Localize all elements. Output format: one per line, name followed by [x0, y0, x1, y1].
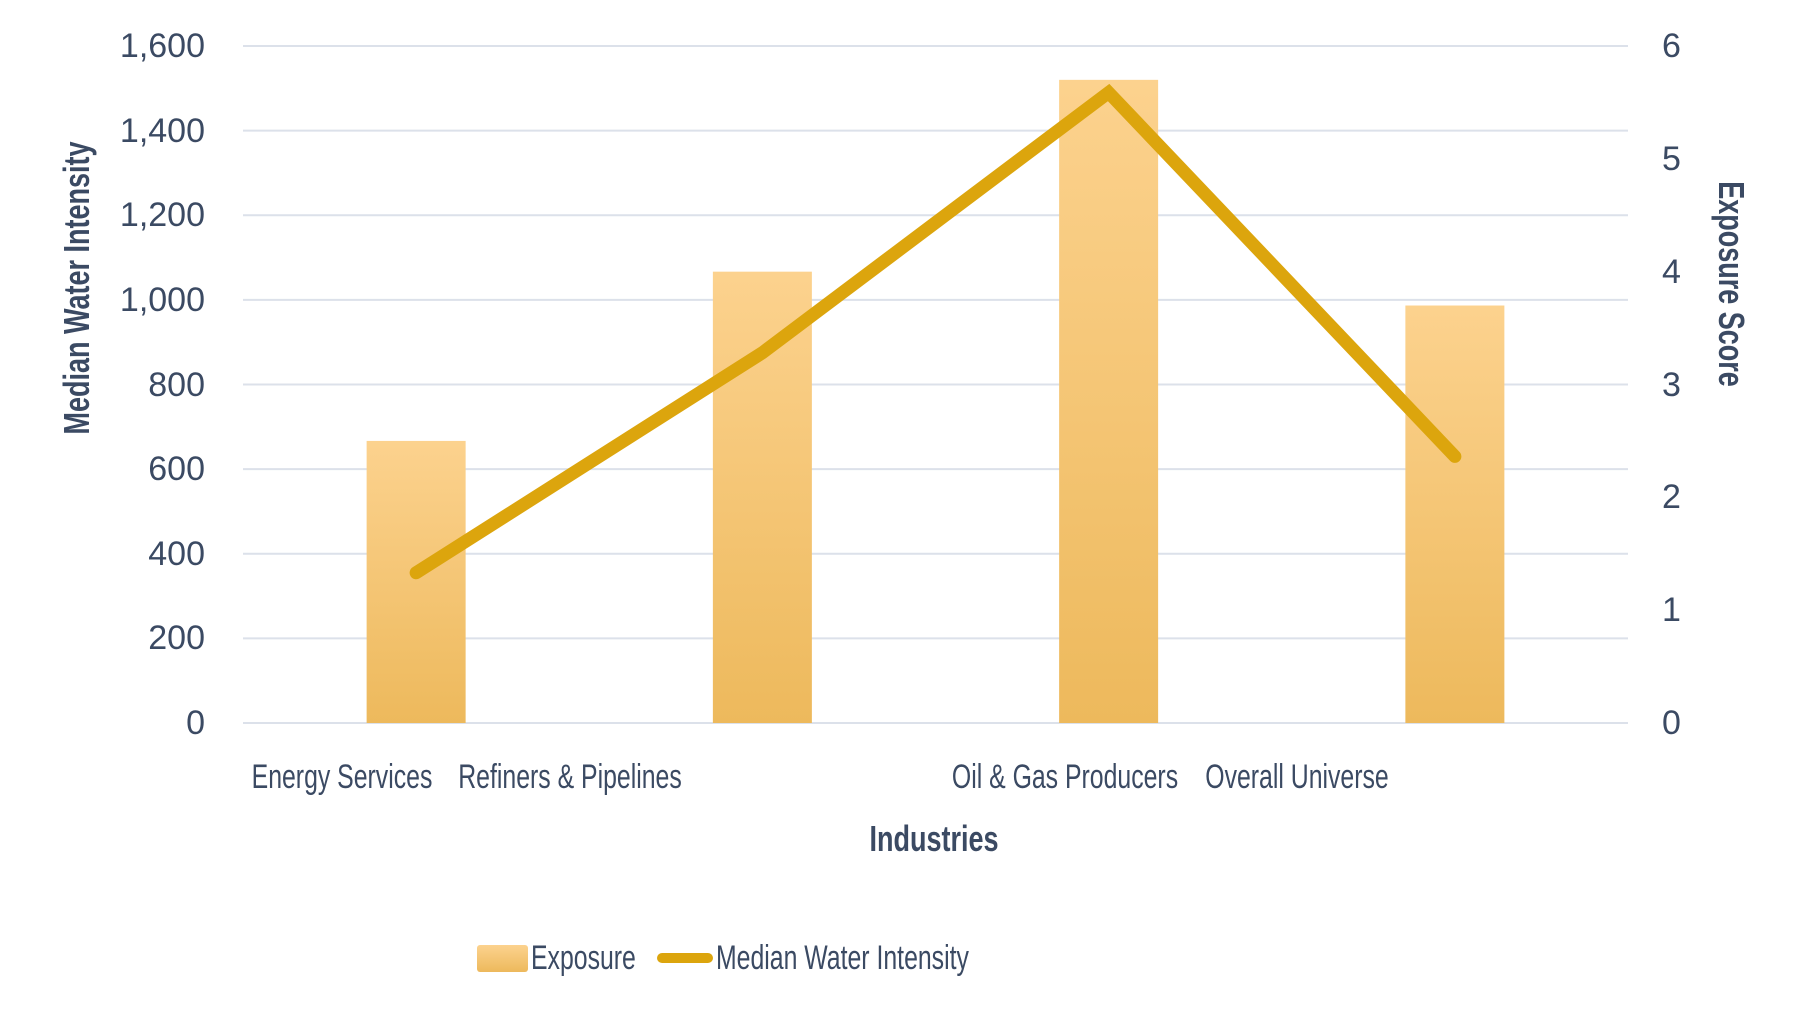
x-axis-title: Industries — [869, 818, 999, 859]
legend-line-label: Median Water Intensity — [716, 939, 969, 977]
left-axis-tick-label: 1,200 — [119, 196, 205, 235]
exposure-bar — [366, 440, 466, 723]
right-axis-tick-label: 4 — [1662, 252, 1681, 291]
left-axis-tick-label: 0 — [186, 704, 205, 742]
right-axis-tick-label: 2 — [1662, 478, 1681, 517]
exposure-bar — [1059, 79, 1159, 724]
left-axis-tick-label: 600 — [148, 450, 205, 489]
left-axis-tick-label: 800 — [148, 365, 205, 404]
x-axis-category-label: Refiners & Pipelines — [458, 758, 682, 796]
legend-exposure-label: Exposure — [531, 939, 636, 977]
left-axis-tick-label: 1,400 — [119, 111, 205, 150]
x-axis-category-label: Oil & Gas Producers — [951, 758, 1179, 796]
right-axis-tick-label: 3 — [1662, 365, 1681, 404]
exposure-bar — [712, 271, 812, 723]
exposure-bar — [1405, 305, 1505, 723]
exposure-bars — [366, 79, 1505, 724]
x-axis-category-label: Energy Services — [251, 758, 433, 796]
x-axis-category-label: Overall Universe — [1205, 758, 1389, 796]
right-axis-tick-label: 0 — [1662, 704, 1681, 742]
left-axis-tick-label: 1,000 — [119, 280, 205, 319]
water-intensity-line — [409, 83, 1462, 580]
gridlines — [243, 45, 1628, 724]
right-axis-tick-label: 5 — [1662, 139, 1681, 178]
left-axis-title: Median Water Intensity — [56, 141, 97, 435]
right-axis-title: Exposure Score — [1711, 181, 1752, 387]
water-intensity-polyline — [409, 83, 1462, 580]
legend-line-swatch — [657, 953, 713, 963]
right-axis-tick-label: 1 — [1662, 591, 1681, 630]
left-axis-tick-label: 1,600 — [119, 27, 205, 65]
left-axis-tick-label: 400 — [148, 534, 205, 573]
legend-exposure-swatch — [477, 945, 528, 972]
left-axis-tick-label: 200 — [148, 619, 205, 658]
right-axis-tick-label: 6 — [1662, 27, 1681, 65]
